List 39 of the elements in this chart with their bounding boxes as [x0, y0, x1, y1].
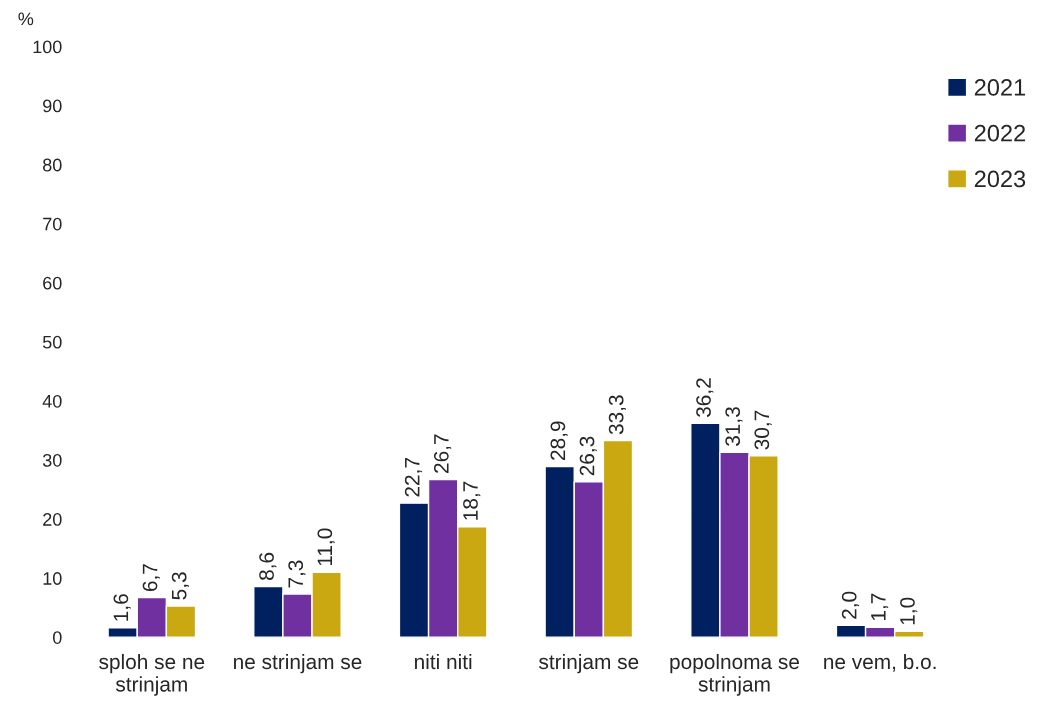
data-label: 28,9: [550, 421, 568, 460]
y-tick-label: 70: [43, 217, 62, 231]
data-label: 11,0: [317, 528, 335, 566]
x-tick-label: popolnoma se strinjam: [670, 653, 799, 696]
y-tick-label: 100: [33, 40, 62, 54]
y-tick-label: 60: [43, 276, 62, 290]
data-label: 30,7: [754, 410, 772, 450]
data-label: 7,3: [288, 560, 306, 588]
data-label: 26,7: [433, 434, 452, 473]
x-tick-label: ne vem, b.o.: [824, 653, 936, 672]
legend-label: 2022: [974, 124, 1026, 142]
data-label: 31,3: [725, 407, 743, 446]
x-tick-label: sploh se ne strinjam: [99, 653, 205, 696]
data-label: 18,7: [463, 481, 481, 520]
x-tick-label: strinjam se: [539, 653, 639, 674]
data-label: 2,0: [841, 591, 860, 619]
x-tick-label: niti niti: [415, 653, 472, 670]
y-tick-label: 80: [43, 158, 62, 172]
data-label: 1,0: [900, 597, 918, 625]
y-tick-label: 10: [43, 572, 62, 585]
legend-label: 2021: [974, 79, 1026, 96]
data-label: 22,7: [404, 458, 423, 497]
y-tick-label: 30: [42, 453, 62, 467]
y-tick-label: 40: [42, 394, 62, 408]
y-tick-label: 50: [42, 335, 62, 349]
data-label: 1,6: [113, 594, 131, 621]
data-label: 36,2: [696, 378, 714, 418]
data-label: 26,3: [579, 436, 597, 476]
x-tick-label: ne strinjam se: [234, 653, 362, 674]
y-tick-label: 90: [43, 99, 62, 113]
data-label: 1,7: [871, 593, 889, 621]
data-label: 6,7: [142, 564, 160, 592]
y-tick-label: 20: [43, 513, 62, 526]
data-label: 5,3: [171, 572, 189, 600]
y-tick-label: 0: [52, 631, 62, 644]
y-axis-title: %: [18, 12, 34, 26]
data-label: 33,3: [608, 395, 626, 435]
data-label: 8,6: [259, 552, 277, 580]
legend-label: 2023: [974, 170, 1026, 188]
